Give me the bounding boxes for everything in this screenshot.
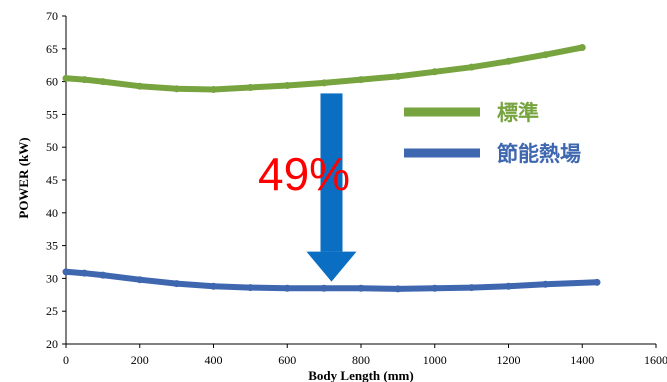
- data-point: [99, 271, 107, 279]
- y-tick-label: 25: [46, 304, 58, 318]
- data-point: [136, 82, 144, 90]
- data-point: [541, 280, 549, 288]
- data-point: [578, 43, 586, 51]
- x-tick-label: 0: [63, 353, 69, 367]
- data-point: [62, 74, 70, 82]
- series-line: [63, 268, 600, 292]
- y-tick-label: 55: [46, 107, 58, 121]
- data-point: [283, 284, 291, 292]
- data-point: [80, 76, 88, 84]
- data-point: [136, 276, 144, 284]
- data-point: [283, 82, 291, 90]
- series-1: [62, 268, 601, 293]
- data-point: [541, 51, 549, 59]
- data-point: [80, 269, 88, 277]
- reduction-arrow-head: [306, 251, 357, 282]
- data-point: [394, 72, 402, 80]
- data-point: [320, 284, 328, 292]
- data-point: [593, 278, 601, 286]
- data-point: [468, 284, 476, 292]
- x-tick-label: 600: [278, 353, 296, 367]
- data-point: [431, 284, 439, 292]
- data-point: [468, 63, 476, 71]
- x-tick-label: 200: [131, 353, 149, 367]
- data-point: [431, 68, 439, 76]
- legend-label: 標準: [497, 101, 539, 125]
- data-point: [394, 285, 402, 293]
- x-tick-label: 800: [352, 353, 370, 367]
- data-point: [357, 76, 365, 84]
- x-tick-label: 1000: [423, 353, 447, 367]
- data-point: [246, 284, 254, 292]
- x-tick-label: 1200: [497, 353, 521, 367]
- x-tick-label: 1600: [644, 353, 667, 367]
- data-point: [210, 282, 217, 290]
- legend-label: 節能熱場: [497, 142, 581, 166]
- series-layer: [62, 43, 601, 293]
- y-tick-label: 60: [46, 75, 58, 89]
- y-tick-label: 35: [46, 239, 58, 253]
- data-point: [357, 284, 365, 292]
- y-tick-label: 50: [46, 140, 58, 154]
- data-point: [99, 78, 107, 86]
- reduction-annotation: 49%: [258, 148, 350, 200]
- series-0: [62, 43, 586, 93]
- data-point: [246, 84, 254, 92]
- x-tick-label: 1400: [570, 353, 594, 367]
- data-point: [173, 280, 181, 288]
- x-tick-label: 400: [205, 353, 223, 367]
- y-tick-label: 70: [46, 9, 58, 23]
- y-tick-label: 40: [46, 206, 58, 220]
- data-point: [505, 282, 512, 290]
- y-tick-label: 20: [46, 337, 58, 351]
- y-tick-label: 30: [46, 271, 58, 285]
- x-axis-label: Body Length (mm): [308, 368, 413, 382]
- data-point: [173, 85, 181, 93]
- data-point: [505, 57, 512, 65]
- y-tick-label: 45: [46, 173, 58, 187]
- axes: 20 25 30 35 40 45 50 55 60 65 70 0 200 400 600 800 1000 1…: [46, 9, 667, 367]
- series-line: [63, 44, 586, 93]
- data-point: [320, 79, 328, 87]
- y-tick-label: 65: [46, 42, 58, 56]
- data-point: [62, 268, 70, 276]
- reduction-arrow-shaft: [320, 93, 343, 252]
- data-point: [210, 85, 217, 93]
- y-axis-label: POWER (kW): [16, 137, 31, 218]
- arrow-layer: [306, 93, 357, 282]
